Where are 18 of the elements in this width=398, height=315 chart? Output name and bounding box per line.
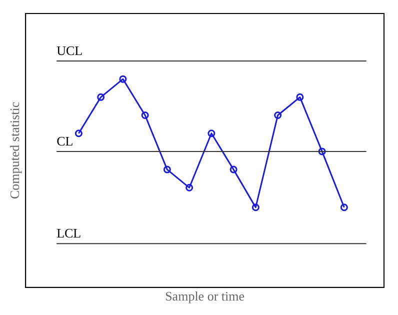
ref-line-label: UCL	[56, 42, 83, 58]
ref-line-label: CL	[56, 133, 74, 148]
point	[296, 93, 304, 101]
point	[141, 112, 149, 120]
point	[163, 166, 171, 174]
ref-line-label: LCL	[56, 226, 82, 240]
point	[252, 204, 260, 212]
point	[230, 166, 238, 174]
point	[119, 75, 127, 83]
point	[208, 130, 216, 138]
x-axis-title: Sample or time	[165, 288, 245, 304]
point	[340, 204, 348, 212]
point	[274, 112, 282, 120]
y-axis-title: Computed statistic	[7, 102, 22, 200]
point	[97, 93, 105, 101]
point	[74, 130, 82, 138]
point	[318, 148, 326, 156]
point	[186, 184, 194, 192]
